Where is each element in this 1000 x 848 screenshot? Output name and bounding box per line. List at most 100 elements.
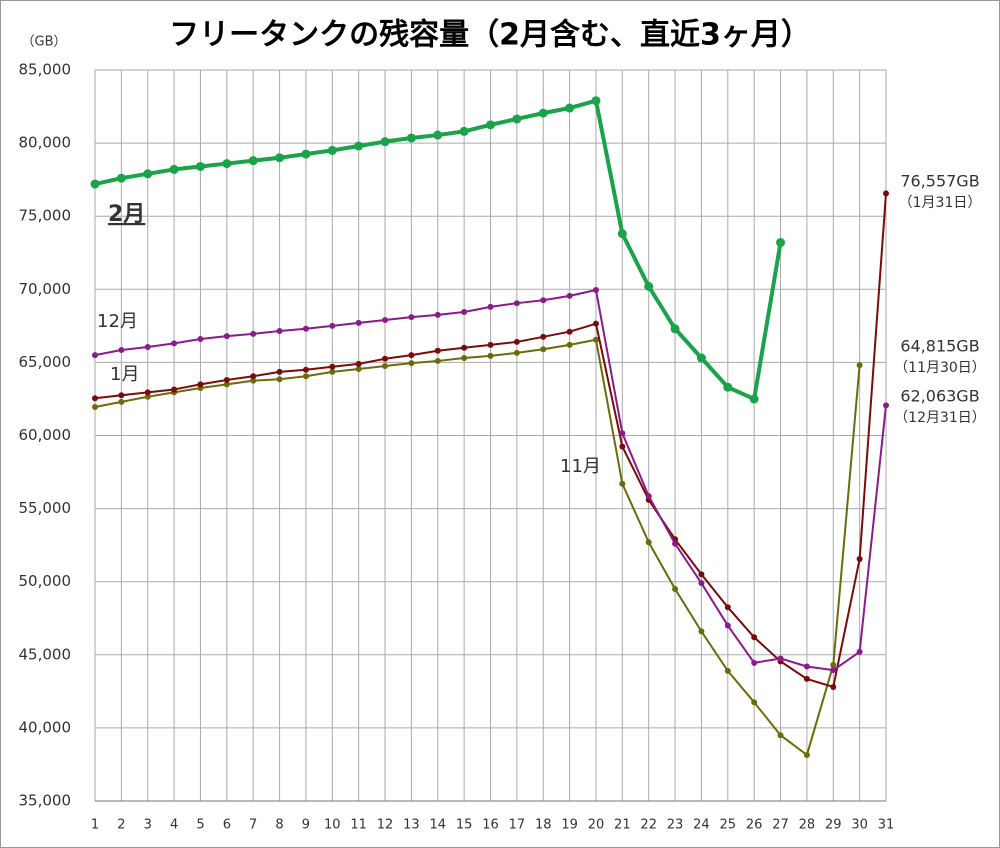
x-tick-label: 13 — [403, 818, 420, 833]
point — [143, 169, 153, 179]
point — [883, 190, 889, 197]
x-tick-label: 16 — [482, 818, 499, 833]
x-tick-label: 22 — [640, 818, 657, 833]
point — [92, 352, 98, 359]
point — [698, 580, 705, 587]
y-tick-label: 80,000 — [19, 134, 72, 152]
point — [749, 394, 759, 404]
point — [92, 403, 98, 410]
point — [329, 322, 336, 329]
point — [382, 317, 389, 324]
point — [565, 103, 575, 113]
point — [538, 108, 548, 118]
x-tick-label: 14 — [429, 818, 446, 833]
point — [434, 347, 441, 354]
point — [777, 732, 784, 739]
point — [92, 395, 98, 402]
x-tick-label: 20 — [588, 818, 605, 833]
point — [803, 675, 810, 682]
series-label: 2月 — [108, 202, 145, 227]
x-tick-label: 5 — [196, 818, 204, 833]
point — [672, 540, 679, 547]
x-tick-label: 31 — [878, 818, 895, 833]
point — [223, 381, 230, 388]
point — [171, 386, 178, 393]
x-tick-label: 23 — [667, 818, 684, 833]
x-tick-label: 8 — [275, 818, 283, 833]
point — [380, 137, 390, 147]
point — [487, 352, 494, 359]
x-tick-label: 9 — [302, 818, 310, 833]
point — [434, 357, 441, 364]
point — [592, 320, 599, 327]
point — [118, 398, 125, 405]
point — [459, 126, 469, 136]
point — [670, 324, 680, 334]
point — [619, 430, 626, 437]
point — [724, 622, 731, 629]
point — [487, 303, 494, 310]
point — [223, 376, 230, 383]
point — [513, 338, 520, 345]
point — [724, 604, 731, 611]
point — [617, 229, 627, 239]
x-tick-label: 7 — [249, 818, 257, 833]
point — [118, 346, 125, 353]
point — [645, 493, 652, 500]
x-tick-label: 19 — [561, 818, 578, 833]
point — [382, 355, 389, 362]
x-tick-label: 2 — [117, 818, 125, 833]
y-tick-label: 55,000 — [19, 499, 72, 517]
end-label: 76,557GB — [900, 172, 979, 191]
x-tick-label: 25 — [720, 818, 737, 833]
y-tick-label: 60,000 — [19, 426, 72, 444]
y-tick-label: 45,000 — [19, 645, 72, 663]
x-tick-label: 12 — [377, 818, 394, 833]
point — [645, 539, 652, 546]
point — [619, 443, 626, 450]
point — [723, 382, 733, 392]
point — [513, 300, 520, 307]
point — [327, 145, 337, 155]
point — [144, 344, 151, 351]
point — [751, 659, 758, 666]
point — [250, 330, 257, 337]
point — [223, 333, 230, 340]
point — [329, 368, 336, 375]
y-tick-label: 50,000 — [19, 572, 72, 590]
point — [302, 366, 309, 373]
y-tick-label: 35,000 — [19, 792, 72, 810]
point — [513, 349, 520, 356]
point — [830, 667, 837, 674]
x-tick-label: 21 — [614, 818, 631, 833]
point — [329, 363, 336, 370]
point — [856, 556, 863, 563]
y-tick-label: 70,000 — [19, 280, 72, 298]
point — [540, 297, 547, 304]
point — [512, 114, 522, 124]
end-label: 62,063GB — [900, 387, 979, 406]
end-label: （1月31日） — [899, 195, 982, 211]
point — [434, 311, 441, 318]
y-tick-label: 75,000 — [19, 207, 72, 225]
end-label: 64,815GB — [900, 337, 979, 356]
point — [644, 281, 654, 291]
x-tick-label: 28 — [799, 818, 816, 833]
x-tick-label: 26 — [746, 818, 763, 833]
point — [856, 648, 863, 655]
point — [355, 365, 362, 372]
y-tick-label: 85,000 — [19, 61, 72, 79]
point — [195, 161, 205, 171]
point — [197, 336, 204, 343]
x-tick-label: 15 — [456, 818, 473, 833]
point — [354, 141, 364, 151]
point — [540, 333, 547, 340]
point — [116, 173, 126, 183]
point — [406, 133, 416, 143]
y-tick-label: 40,000 — [19, 718, 72, 736]
x-tick-label: 18 — [535, 818, 552, 833]
point — [856, 362, 863, 369]
point — [408, 352, 415, 359]
point — [461, 355, 468, 362]
point — [275, 153, 285, 163]
